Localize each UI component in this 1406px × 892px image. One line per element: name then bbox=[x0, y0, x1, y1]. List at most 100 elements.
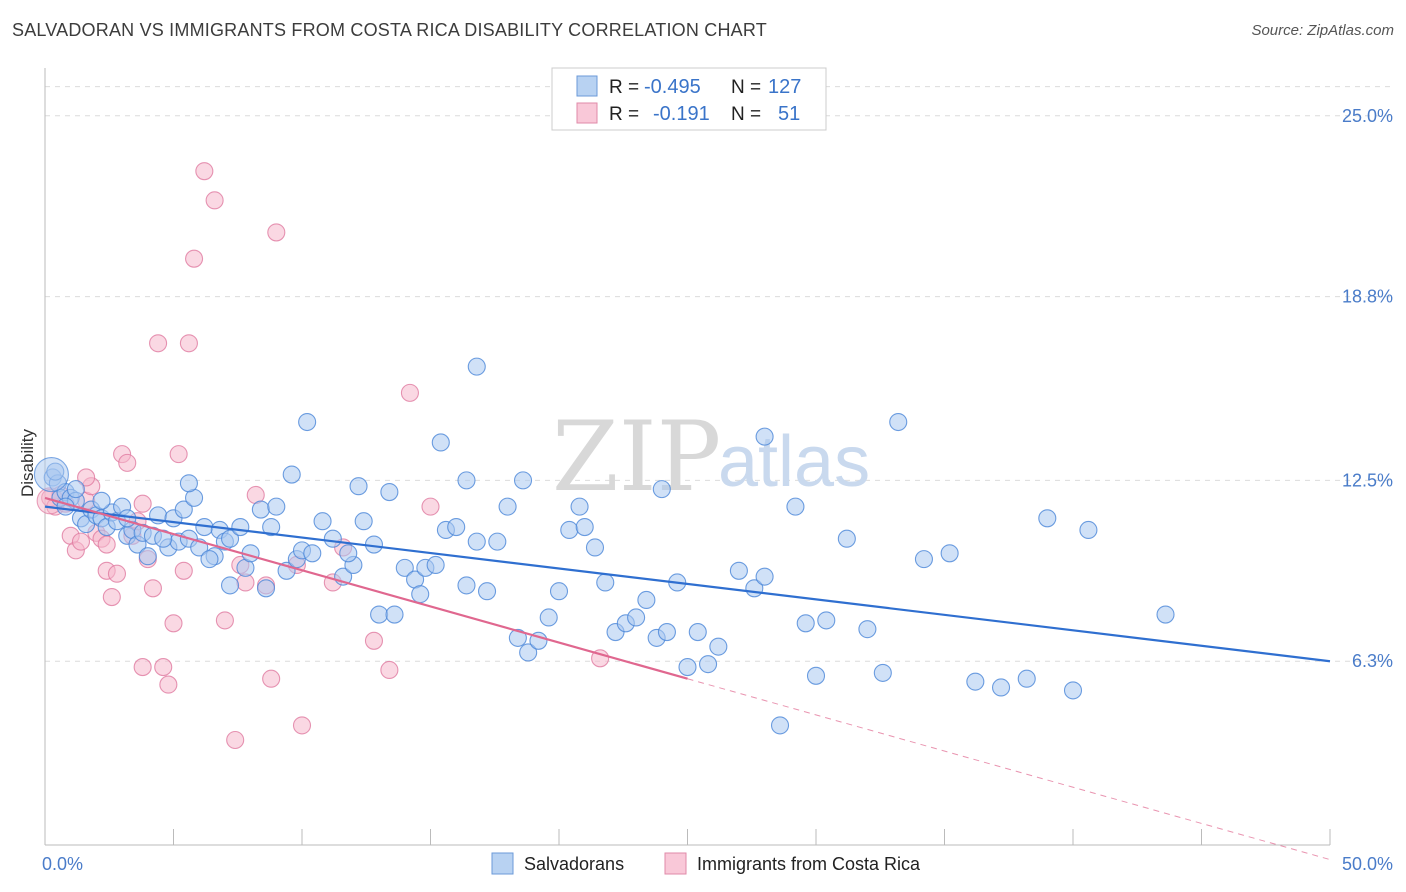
salvadoran-point-70 bbox=[575, 517, 594, 537]
salvadoran-point-71 bbox=[585, 538, 605, 557]
costa-rica-point-26 bbox=[174, 561, 193, 580]
trend-line-costa-rica bbox=[44, 496, 688, 680]
source-label: Source: ZipAtlas.com bbox=[1251, 22, 1394, 39]
costa-rica-point-29 bbox=[195, 162, 214, 181]
costa-rica-point-38 bbox=[267, 223, 286, 242]
salvadoran-point-69 bbox=[570, 497, 589, 516]
salvadoran-point-64 bbox=[519, 643, 538, 662]
series-costa-rica-points bbox=[36, 162, 610, 750]
salvadoran-point-50 bbox=[370, 605, 389, 624]
costa-rica-point-49 bbox=[97, 535, 116, 554]
x-tick-labels: 0.0% 50.0% bbox=[42, 854, 1393, 874]
salvadoran-point-37 bbox=[251, 500, 270, 519]
salvadoran-point-78 bbox=[657, 623, 676, 642]
costa-rica-point-45 bbox=[400, 383, 419, 402]
axes bbox=[44, 68, 1331, 846]
salvadoran-point-106 bbox=[298, 412, 317, 432]
salvadoran-point-57 bbox=[447, 517, 466, 537]
salvadoran-point-51 bbox=[385, 605, 404, 624]
trend-lines bbox=[44, 496, 1331, 861]
costa-rica-point-40 bbox=[292, 716, 312, 735]
series-salvadorans-points bbox=[33, 357, 1175, 735]
costa-rica-point-15 bbox=[118, 453, 137, 472]
bottom-legend-salvadorans: Salvadorans bbox=[524, 854, 624, 874]
y-tick-label-0: 6.3% bbox=[1352, 651, 1393, 671]
costa-rica-point-31 bbox=[215, 611, 234, 630]
salvadoran-point-100 bbox=[1017, 669, 1036, 688]
y-tick-label-1: 12.5% bbox=[1342, 470, 1393, 490]
costa-rica-point-28 bbox=[185, 249, 204, 268]
salvadoran-point-113 bbox=[220, 576, 240, 595]
salvadoran-point-110 bbox=[457, 471, 476, 490]
salvadoran-point-83 bbox=[709, 637, 728, 656]
costa-rica-point-20 bbox=[143, 579, 162, 598]
legend-swatch-pink bbox=[576, 102, 598, 124]
salvadoran-point-86 bbox=[755, 567, 774, 586]
salvadoran-point-34 bbox=[231, 517, 250, 537]
costa-rica-point-18 bbox=[133, 494, 152, 513]
salvadoran-point-82 bbox=[699, 655, 718, 674]
costa-rica-point-23 bbox=[159, 675, 178, 694]
salvadoran-point-91 bbox=[817, 611, 836, 630]
costa-rica-point-32 bbox=[226, 730, 245, 750]
bottom-legend-swatch-blue bbox=[491, 852, 514, 875]
legend-swatch-blue bbox=[576, 75, 598, 97]
salvadoran-point-61 bbox=[488, 532, 507, 551]
salvadoran-point-60 bbox=[477, 582, 497, 601]
legend-r-value-blue: -0.495 bbox=[644, 76, 701, 98]
legend-r-label-blue: R = bbox=[609, 77, 639, 98]
salvadoran-point-108 bbox=[755, 427, 774, 446]
legend-n-label-blue: N = bbox=[731, 77, 761, 98]
y-tick-label-3: 25.0% bbox=[1342, 106, 1393, 126]
salvadoran-point-119 bbox=[92, 491, 111, 510]
salvadoran-point-97 bbox=[940, 544, 959, 563]
salvadoran-point-48 bbox=[354, 512, 373, 531]
salvadoran-point-92 bbox=[837, 529, 856, 548]
costa-rica-point-48 bbox=[77, 468, 96, 487]
costa-rica-point-27 bbox=[179, 334, 198, 353]
salvadoran-point-63 bbox=[508, 628, 527, 647]
legend-n-value-blue: 127 bbox=[768, 76, 801, 98]
salvadoran-point-52 bbox=[395, 558, 414, 577]
salvadoran-point-76 bbox=[637, 590, 656, 610]
salvadoran-point-125 bbox=[339, 544, 358, 563]
salvadoran-point-111 bbox=[513, 471, 533, 490]
costa-rica-point-13 bbox=[107, 564, 127, 583]
costa-rica-point-22 bbox=[154, 658, 173, 677]
salvadoran-point-122 bbox=[56, 497, 75, 516]
salvadoran-point-39 bbox=[267, 497, 286, 516]
salvadoran-point-72 bbox=[596, 573, 615, 592]
y-tick-label-2: 18.8% bbox=[1342, 287, 1393, 307]
salvadoran-point-44 bbox=[313, 512, 332, 531]
salvadoran-point-55 bbox=[426, 555, 445, 575]
salvadoran-point-116 bbox=[380, 482, 399, 502]
salvadoran-point-101 bbox=[1038, 509, 1057, 528]
salvadoran-point-90 bbox=[806, 666, 826, 685]
salvadoran-point-87 bbox=[770, 716, 790, 735]
salvadoran-point-103 bbox=[1079, 520, 1098, 540]
legend-n-value-pink: 51 bbox=[778, 103, 800, 125]
salvadoran-point-94 bbox=[873, 663, 892, 682]
trend-line-salvadorans bbox=[44, 505, 1331, 663]
costa-rica-point-6 bbox=[71, 532, 91, 551]
salvadoran-point-large bbox=[33, 456, 69, 493]
salvadoran-point-67 bbox=[549, 582, 569, 601]
costa-rica-point-24 bbox=[164, 614, 183, 633]
salvadoran-point-95 bbox=[889, 412, 908, 432]
salvadoran-point-25 bbox=[174, 500, 193, 519]
costa-rica-point-12 bbox=[102, 588, 121, 607]
x-tick-label-1: 50.0% bbox=[1342, 854, 1393, 874]
salvadoran-point-118 bbox=[179, 474, 198, 493]
legend-n-label-pink: N = bbox=[731, 104, 761, 125]
salvadoran-point-102 bbox=[1063, 681, 1083, 700]
costa-rica-point-37 bbox=[262, 669, 281, 688]
salvadoran-point-45 bbox=[323, 529, 342, 548]
salvadoran-point-81 bbox=[688, 623, 707, 642]
costa-rica-point-44 bbox=[380, 660, 399, 680]
bottom-legend-costa-rica: Immigrants from Costa Rica bbox=[697, 854, 921, 874]
salvadoran-point-62 bbox=[498, 497, 517, 516]
y-axis-title: Disability bbox=[18, 428, 37, 497]
x-tick-label-0: 0.0% bbox=[42, 854, 83, 874]
legend: R = -0.495 N = 127 R = -0.191 N = 51 bbox=[551, 67, 827, 131]
